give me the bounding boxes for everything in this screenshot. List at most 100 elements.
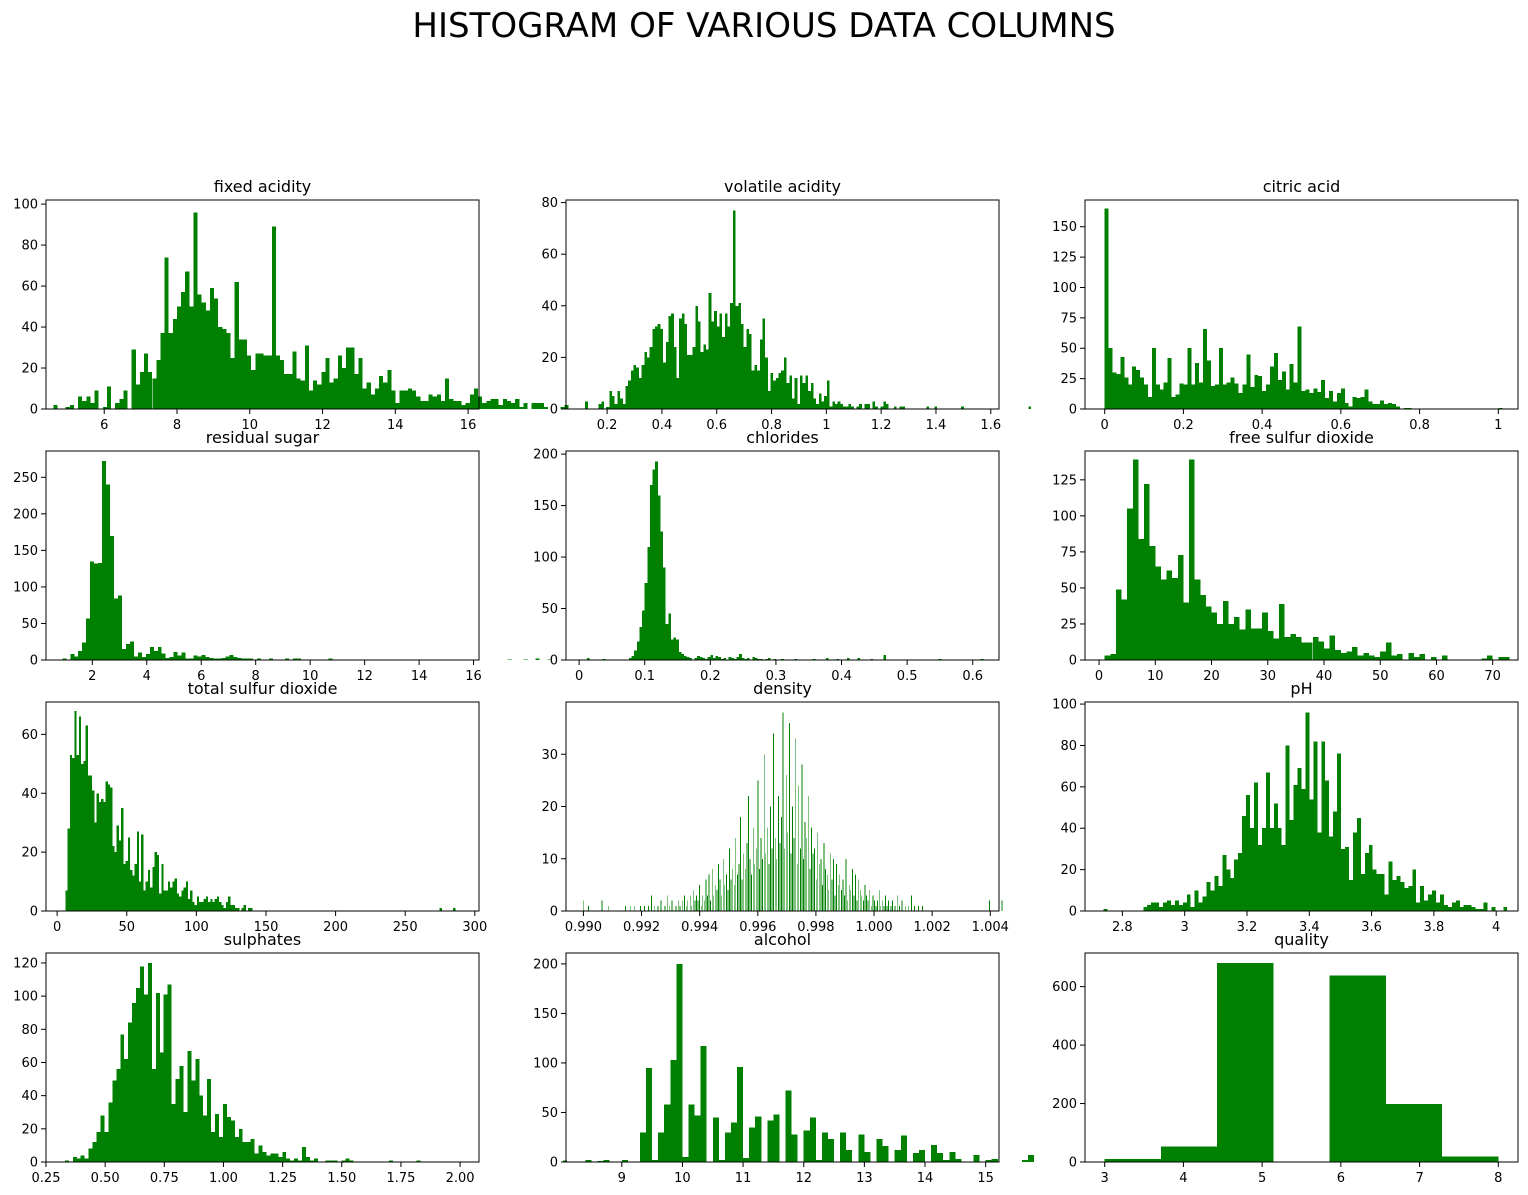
histogram-bar: [831, 879, 833, 911]
histogram-bar: [655, 461, 658, 660]
y-tick-label: 40: [541, 299, 558, 314]
histogram-bar: [391, 390, 396, 409]
histogram-bar: [912, 1153, 919, 1162]
histogram-bar: [562, 1160, 567, 1162]
histogram-bar: [1413, 657, 1420, 660]
histogram-bar: [137, 652, 142, 660]
histogram-bar: [1357, 655, 1364, 660]
histogram-bar: [147, 869, 151, 911]
histogram-bar: [684, 323, 688, 409]
histogram-bar: [859, 890, 861, 911]
histogram-bar: [243, 905, 246, 911]
x-tick-label: 200: [323, 920, 348, 935]
histogram-bar: [341, 368, 347, 409]
histogram-bar: [697, 655, 700, 660]
histogram-bar: [840, 890, 842, 911]
histogram-bar: [127, 837, 131, 911]
histogram-bar: [676, 639, 679, 660]
histogram-bar: [64, 1160, 69, 1162]
histogram-bar: [354, 374, 359, 409]
histogram-bar: [677, 900, 679, 911]
x-tick-label: 250: [393, 920, 418, 935]
histogram-bar: [1238, 853, 1243, 911]
histogram-bar: [694, 657, 698, 660]
histogram-bar: [858, 879, 860, 911]
histogram-bar: [845, 858, 847, 911]
histogram-bar: [176, 893, 180, 911]
histogram-bar: [791, 398, 795, 409]
histogram-bar: [80, 1155, 85, 1162]
histogram-bar: [778, 372, 782, 409]
histogram-bar: [152, 866, 155, 911]
histogram-bar: [123, 390, 128, 409]
histogram-bar: [211, 1132, 216, 1162]
histogram-bar: [1254, 782, 1258, 911]
x-tick-label: 20: [1203, 669, 1220, 684]
y-tick-label: 0: [550, 905, 558, 920]
histogram-bar: [741, 879, 743, 911]
histogram-bar: [176, 306, 182, 409]
histogram-bar: [714, 884, 716, 912]
histogram-bar: [724, 1132, 731, 1162]
histogram-bar: [1360, 396, 1365, 409]
histogram-bar: [249, 658, 254, 660]
histogram-bar: [729, 848, 730, 911]
x-tick-label: 1.50: [327, 1171, 356, 1186]
y-tick-label: 20: [21, 846, 38, 861]
histogram-bar: [703, 900, 705, 911]
histogram-bar: [171, 1103, 176, 1162]
histogram-bar: [1391, 655, 1398, 660]
histogram-bar: [776, 858, 778, 911]
histogram-bar: [768, 657, 771, 660]
histogram-bar: [724, 884, 726, 912]
histogram-bar: [1396, 875, 1401, 911]
histogram-bar: [205, 657, 210, 660]
histogram-bar: [880, 905, 882, 911]
x-tick-label: 1.004: [972, 920, 1009, 935]
histogram-bar: [708, 292, 712, 409]
histogram-bar: [412, 390, 417, 409]
histogram-bar: [92, 1142, 97, 1162]
histogram-bar: [160, 333, 165, 409]
histogram-bar: [628, 380, 631, 409]
histogram-bar: [1222, 384, 1227, 409]
histogram-bar: [118, 840, 122, 911]
histogram-bar: [511, 402, 516, 409]
histogram-bar: [801, 764, 803, 911]
histogram-bar: [617, 390, 621, 409]
histogram-bar: [1289, 819, 1294, 911]
histogram-bar: [1348, 406, 1353, 409]
histogram-bar: [821, 1132, 828, 1162]
histogram-bar: [789, 375, 792, 409]
histogram-bar: [818, 393, 822, 409]
histogram-bar: [803, 1130, 810, 1162]
histogram-bar: [308, 390, 314, 409]
histogram-bar: [1250, 828, 1255, 911]
histogram-bar: [870, 905, 872, 911]
histogram-bar: [242, 339, 248, 409]
histogram-bar: [539, 402, 544, 409]
histogram-bar: [757, 780, 759, 912]
histogram-bar: [1163, 902, 1167, 911]
histogram-bar: [83, 760, 86, 911]
histogram-bar: [1363, 652, 1369, 660]
histogram-bar: [749, 334, 752, 409]
histogram-bar: [1132, 366, 1137, 409]
histogram-bar: [1451, 902, 1456, 911]
histogram-bar: [687, 900, 689, 911]
histogram-bar: [882, 1146, 889, 1162]
histogram-bar: [760, 658, 763, 660]
histogram-panel: citric acid 0 0.2 0.4 0.6 0.8 1 0 25 50 75 100 125 15…: [1052, 177, 1519, 433]
histogram-bar: [473, 388, 479, 409]
histogram-bar: [304, 345, 309, 409]
histogram-bar: [853, 895, 855, 911]
histogram-bar: [867, 403, 870, 409]
histogram-bar: [1267, 631, 1274, 660]
histogram-bar: [985, 1160, 992, 1162]
histogram-bar: [794, 658, 797, 660]
histogram-bar: [1293, 784, 1298, 911]
histogram-bar: [181, 292, 186, 409]
panel-title: total sulfur dioxide: [188, 679, 338, 698]
histogram-bar: [156, 855, 160, 911]
